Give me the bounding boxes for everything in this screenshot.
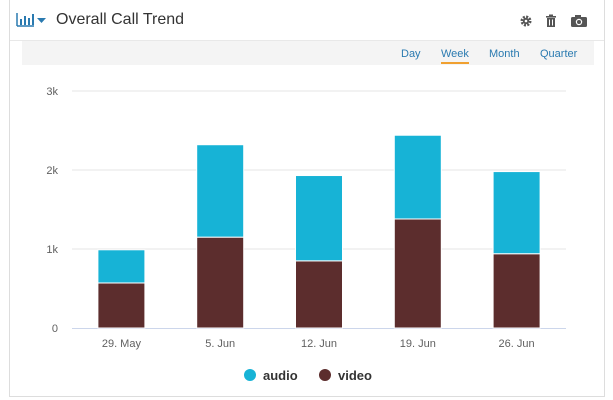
range-month-button[interactable]: Month: [489, 48, 520, 60]
widget-header: Overall Call Trend: [10, 0, 604, 41]
camera-icon: [571, 15, 587, 27]
bar-audio[interactable]: [196, 144, 245, 238]
time-range-toolbar: Day Week Month Quarter: [22, 41, 594, 65]
bar-audio[interactable]: [295, 175, 343, 262]
y-tick-label: 0: [52, 323, 58, 335]
snapshot-button[interactable]: [570, 13, 588, 29]
bar-chart-icon: [16, 13, 34, 27]
x-tick-label: 12. Jun: [301, 338, 337, 350]
bar-audio[interactable]: [97, 249, 146, 284]
gear-icon: [520, 15, 532, 27]
widget-title: Overall Call Trend: [56, 11, 185, 28]
legend-label-audio[interactable]: audio: [263, 368, 298, 383]
bar-video[interactable]: [393, 218, 442, 329]
x-tick-label: 26. Jun: [499, 338, 535, 350]
chart-type-dropdown[interactable]: [16, 12, 46, 30]
range-quarter-button[interactable]: Quarter: [540, 48, 578, 60]
range-day-button[interactable]: Day: [401, 48, 421, 60]
x-tick-label: 29. May: [102, 338, 142, 350]
bar-audio[interactable]: [492, 171, 541, 255]
chevron-down-icon: [37, 18, 46, 23]
y-tick-label: 3k: [46, 86, 58, 98]
legend-label-video[interactable]: video: [338, 368, 372, 383]
legend-marker-video[interactable]: [319, 369, 331, 381]
bar-video[interactable]: [97, 282, 146, 329]
settings-button[interactable]: [518, 13, 534, 29]
bar-audio[interactable]: [393, 134, 442, 220]
legend-marker-audio[interactable]: [244, 369, 256, 381]
trash-icon: [546, 14, 556, 27]
x-tick-label: 19. Jun: [400, 338, 436, 350]
delete-button[interactable]: [543, 13, 559, 29]
y-tick-label: 2k: [46, 165, 58, 177]
range-week-button[interactable]: Week: [441, 48, 469, 64]
y-tick-label: 1k: [46, 244, 58, 256]
bar-video[interactable]: [295, 260, 343, 329]
x-tick-label: 5. Jun: [205, 338, 235, 350]
bar-video[interactable]: [196, 236, 245, 329]
bar-video[interactable]: [492, 253, 541, 329]
